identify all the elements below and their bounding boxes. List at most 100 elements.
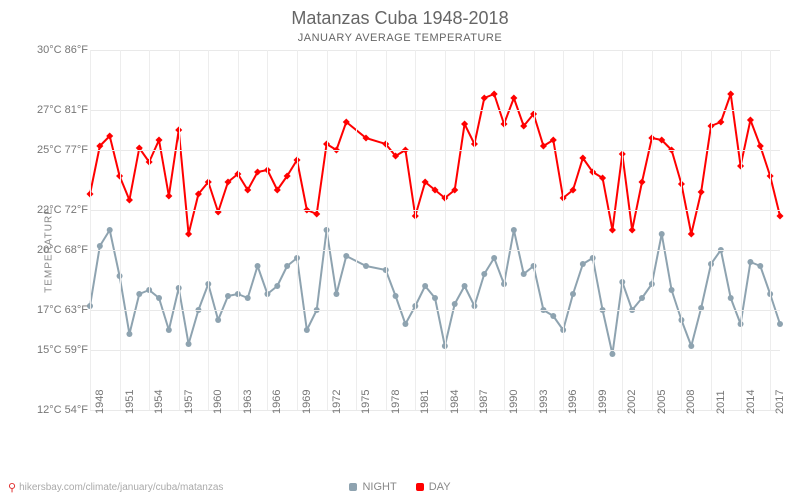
series-line-night [721, 250, 731, 298]
series-line-day [642, 138, 652, 182]
grid-v [90, 50, 91, 410]
x-tick-label: 2017 [774, 390, 786, 414]
series-line-night [701, 264, 711, 308]
chart-svg [90, 50, 780, 410]
series-line-night [366, 266, 386, 270]
series-line-night [465, 286, 475, 306]
marker-day [461, 120, 468, 127]
series-line-day [248, 172, 258, 190]
marker-night [107, 227, 113, 233]
series-line-day [622, 154, 632, 230]
series-line-day [603, 178, 613, 230]
series-line-day [149, 140, 159, 162]
series-line-night [90, 246, 100, 306]
series-line-night [405, 306, 415, 324]
series-line-day [494, 94, 504, 124]
grid-v [622, 50, 623, 410]
marker-day [155, 136, 162, 143]
series-line-night [198, 284, 208, 310]
grid-v [711, 50, 712, 410]
marker-night [156, 295, 162, 301]
series-line-day [110, 136, 120, 176]
marker-day [185, 230, 192, 237]
grid-h [90, 50, 780, 51]
marker-night [728, 295, 734, 301]
marker-night [521, 271, 527, 277]
x-tick-label: 1999 [597, 390, 609, 414]
grid-h [90, 350, 780, 351]
grid-v [681, 50, 682, 410]
series-line-night [474, 274, 484, 306]
marker-day [688, 230, 695, 237]
x-tick-label: 1972 [331, 390, 343, 414]
marker-night [757, 263, 763, 269]
marker-night [511, 227, 517, 233]
series-line-day [208, 182, 218, 212]
series-line-day [120, 176, 130, 200]
marker-night [97, 243, 103, 249]
series-line-night [179, 288, 189, 344]
marker-night [402, 321, 408, 327]
marker-night [747, 259, 753, 265]
x-tick-label: 1969 [301, 390, 313, 414]
series-line-night [336, 256, 346, 294]
series-line-day [129, 148, 139, 200]
marker-day [629, 226, 636, 233]
series-line-day [297, 160, 307, 210]
x-tick-label: 1966 [271, 390, 283, 414]
series-line-night [494, 258, 504, 284]
y-tick-label: 25°C 77°F [37, 144, 88, 156]
marker-night [343, 253, 349, 259]
series-line-day [317, 144, 327, 214]
x-tick-label: 1990 [508, 390, 520, 414]
marker-day [638, 178, 645, 185]
series-line-night [208, 284, 218, 320]
series-line-day [514, 98, 524, 126]
grid-h [90, 210, 780, 211]
grid-v [297, 50, 298, 410]
series-line-day [465, 124, 475, 144]
series-line-night [277, 266, 287, 286]
marker-day [727, 90, 734, 97]
grid-v [474, 50, 475, 410]
marker-day [776, 212, 783, 219]
series-line-day [238, 174, 248, 190]
series-line-night [603, 310, 613, 354]
series-line-day [573, 158, 583, 190]
x-tick-label: 2002 [626, 390, 638, 414]
marker-night [609, 351, 615, 357]
series-line-day [691, 192, 701, 234]
series-line-night [110, 230, 120, 276]
series-line-night [612, 282, 622, 354]
x-tick-label: 1951 [124, 390, 136, 414]
series-line-night [455, 286, 465, 304]
series-line-night [129, 294, 139, 334]
marker-day [313, 210, 320, 217]
chart-subtitle: JANUARY AVERAGE TEMPERATURE [0, 32, 800, 44]
series-line-day [90, 146, 100, 194]
marker-night [688, 343, 694, 349]
series-line-day [474, 98, 484, 144]
series-line-night [415, 286, 425, 306]
marker-night [136, 291, 142, 297]
series-line-day [750, 120, 760, 146]
footer-text: hikersbay.com/climate/january/cuba/matan… [19, 482, 223, 493]
series-line-day [681, 184, 691, 234]
marker-night [462, 283, 468, 289]
map-pin-icon: ⚲ [8, 481, 16, 494]
series-line-night [731, 298, 741, 324]
series-line-night [248, 266, 258, 298]
marker-night [284, 263, 290, 269]
series-line-night [120, 276, 130, 334]
series-line-day [632, 182, 642, 230]
legend-label-day: DAY [429, 481, 451, 493]
grid-v [563, 50, 564, 410]
series-line-night [189, 310, 199, 344]
marker-day [510, 94, 517, 101]
marker-day [717, 118, 724, 125]
marker-day [609, 226, 616, 233]
y-tick-label: 30°C 86°F [37, 44, 88, 56]
y-tick-label: 22°C 72°F [37, 204, 88, 216]
grid-v [504, 50, 505, 410]
marker-night [126, 331, 132, 337]
